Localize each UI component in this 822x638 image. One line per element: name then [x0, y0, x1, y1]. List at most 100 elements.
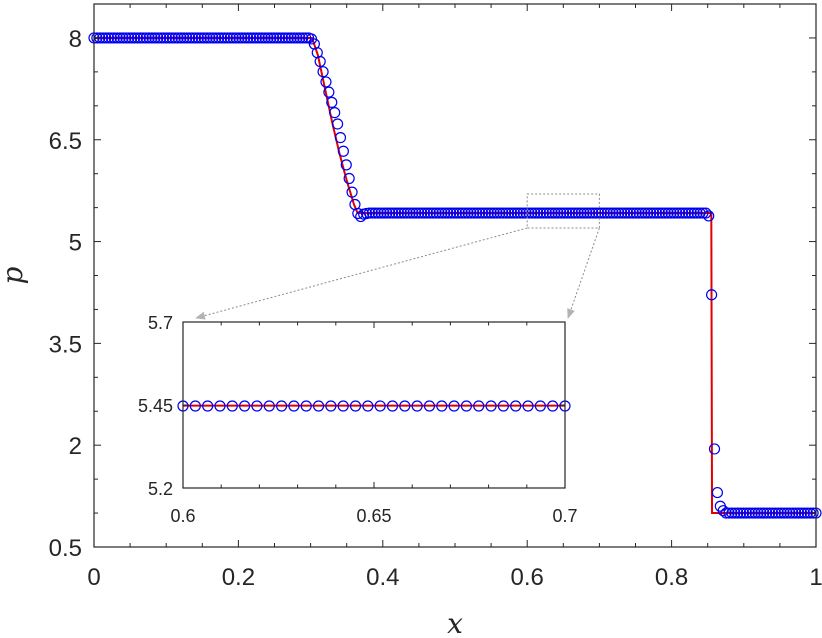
data-marker: [792, 507, 805, 519]
data-marker: [450, 207, 463, 219]
data-marker: [239, 32, 251, 44]
data-marker: [650, 207, 663, 219]
data-marker: [471, 207, 483, 219]
data-marker: [320, 76, 332, 88]
data-marker: [619, 207, 631, 219]
data-marker: [592, 207, 605, 219]
data-marker: [784, 507, 796, 519]
data-marker: [195, 32, 207, 44]
data-marker: [720, 507, 732, 519]
data-marker: [485, 207, 497, 219]
data-marker: [740, 507, 753, 519]
data-marker: [749, 507, 761, 519]
data-marker: [543, 207, 555, 219]
inset-data-marker: [460, 400, 473, 412]
data-marker: [584, 207, 596, 219]
data-marker: [160, 32, 173, 44]
x-tick-label: 0: [87, 564, 100, 591]
main-series: [88, 32, 822, 519]
inset-data-marker: [312, 400, 325, 412]
data-marker: [424, 207, 436, 219]
inset-x-tick-labels: 0.6 0.65 0.7: [170, 506, 577, 526]
data-marker: [236, 32, 248, 44]
data-marker: [175, 32, 187, 44]
data-marker: [288, 32, 300, 44]
data-marker: [366, 207, 378, 219]
data-marker: [781, 507, 793, 519]
data-marker: [569, 207, 581, 219]
y-tick-labels: 0.5 2 3.5 5 6.5 8: [49, 26, 82, 562]
data-marker: [500, 207, 512, 219]
data-marker: [769, 507, 782, 519]
data-marker: [648, 207, 660, 219]
inset-data-marker: [497, 400, 509, 412]
data-marker: [778, 507, 790, 519]
data-marker: [134, 32, 146, 44]
data-marker: [340, 159, 352, 171]
data-marker: [192, 32, 204, 44]
data-marker: [732, 507, 744, 519]
inset-data-marker: [485, 400, 497, 412]
data-marker: [679, 207, 692, 219]
data-marker: [155, 32, 167, 44]
data-marker: [656, 207, 668, 219]
inset-data-marker: [288, 400, 300, 412]
data-marker: [688, 207, 700, 219]
data-marker: [468, 207, 480, 219]
data-marker: [616, 207, 628, 219]
data-marker: [253, 32, 265, 44]
data-marker: [494, 207, 506, 219]
inset-data-marker: [349, 400, 362, 412]
data-marker: [517, 207, 529, 219]
data-marker: [671, 207, 683, 219]
data-marker: [152, 32, 164, 44]
data-marker: [120, 32, 132, 44]
data-marker: [131, 32, 144, 44]
data-marker: [520, 207, 532, 219]
data-marker: [140, 32, 152, 44]
y-tick-label: 5: [69, 230, 82, 257]
inset-data-marker: [275, 400, 288, 412]
data-marker: [737, 507, 750, 519]
data-marker: [323, 86, 335, 98]
data-marker: [395, 207, 407, 219]
data-marker: [215, 32, 228, 44]
data-marker: [416, 207, 428, 219]
data-marker: [621, 207, 634, 219]
data-marker: [700, 207, 712, 219]
data-marker: [398, 207, 410, 219]
data-marker: [607, 207, 619, 219]
x-axis-title: x: [447, 607, 463, 638]
data-marker: [474, 207, 486, 219]
data-marker: [242, 32, 254, 44]
data-marker: [453, 207, 465, 219]
data-marker: [508, 207, 521, 219]
data-marker: [529, 207, 541, 219]
data-marker: [511, 207, 523, 219]
data-marker: [503, 207, 515, 219]
data-marker: [166, 32, 178, 44]
data-marker: [137, 32, 149, 44]
data-marker: [677, 207, 689, 219]
data-marker: [392, 207, 405, 219]
data-marker: [488, 207, 500, 219]
data-marker: [268, 32, 280, 44]
data-marker: [572, 207, 584, 219]
data-marker: [421, 207, 434, 219]
data-marker: [314, 55, 326, 68]
inset-plot: 0.6 0.65 0.7 5.2 5.45 5.7: [138, 313, 578, 526]
data-marker: [218, 32, 231, 44]
data-marker: [639, 207, 651, 219]
data-marker: [662, 207, 674, 219]
data-marker: [247, 32, 260, 44]
inset-data-marker: [534, 400, 546, 412]
data-marker: [291, 32, 303, 44]
data-marker: [262, 32, 274, 44]
main-plot: 0 0.2 0.4 0.6 0.8 1 0.5 2 3.5 5 6.5 8 x p: [0, 3, 822, 638]
data-marker: [445, 207, 457, 219]
data-marker: [459, 207, 471, 219]
inset-data-marker: [386, 400, 399, 412]
inset-x-tick-label: 0.65: [356, 506, 391, 526]
inset-data-marker: [362, 400, 374, 412]
data-marker: [300, 32, 312, 44]
